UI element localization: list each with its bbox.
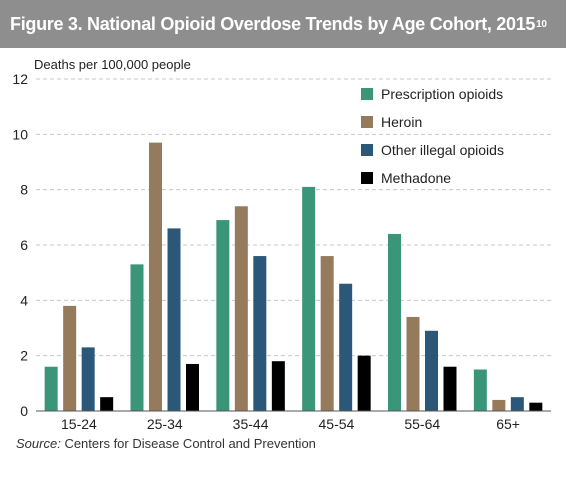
legend-swatch bbox=[361, 172, 373, 184]
source-label: Source: bbox=[16, 436, 61, 451]
legend-swatch bbox=[361, 144, 373, 156]
bar bbox=[81, 347, 95, 411]
bar bbox=[473, 369, 487, 411]
y-tick-label: 2 bbox=[20, 348, 28, 364]
bar bbox=[186, 363, 199, 411]
bar bbox=[425, 330, 438, 411]
figure-title: Figure 3. National Opioid Overdose Trend… bbox=[0, 0, 566, 48]
bar bbox=[167, 228, 181, 411]
y-tick-label: 6 bbox=[20, 237, 28, 253]
bar bbox=[234, 206, 248, 411]
bar bbox=[63, 305, 77, 411]
legend-label: Other illegal opioids bbox=[381, 142, 504, 158]
bar bbox=[216, 220, 230, 411]
figure-title-superscript: 10 bbox=[536, 18, 547, 30]
bar bbox=[443, 366, 457, 411]
legend-label: Prescription opioids bbox=[381, 86, 503, 102]
bar bbox=[357, 355, 371, 411]
legend-label: Methadone bbox=[381, 170, 451, 186]
bar bbox=[271, 361, 285, 411]
bar bbox=[44, 366, 58, 411]
legend-label: Heroin bbox=[381, 114, 422, 130]
x-tick-label: 25-34 bbox=[147, 416, 183, 432]
legend-swatch bbox=[361, 116, 373, 128]
bar bbox=[149, 142, 162, 411]
source-text: Centers for Disease Control and Preventi… bbox=[64, 436, 316, 451]
legend: Prescription opioids Heroin Other illegal … bbox=[361, 86, 504, 186]
grid-lines bbox=[36, 78, 551, 357]
bar bbox=[388, 233, 401, 411]
bars bbox=[44, 142, 543, 411]
x-tick-label: 15-24 bbox=[61, 416, 97, 432]
x-tick-label: 45-54 bbox=[319, 416, 355, 432]
figure-title-text: Figure 3. National Opioid Overdose Trend… bbox=[10, 13, 536, 34]
y-tick-label: 12 bbox=[12, 71, 28, 87]
x-tick-label: 55-64 bbox=[404, 416, 440, 432]
y-axis-title: Deaths per 100,000 people bbox=[34, 57, 191, 72]
bar bbox=[510, 397, 524, 411]
legend-swatch bbox=[361, 88, 373, 100]
y-tick-label: 0 bbox=[20, 403, 28, 419]
bar bbox=[529, 402, 543, 411]
x-tick-label: 65+ bbox=[496, 416, 520, 432]
x-tick-label: 35-44 bbox=[233, 416, 269, 432]
bar bbox=[302, 186, 316, 411]
source-note: Source: Centers for Disease Control and … bbox=[16, 436, 316, 451]
y-tick-label: 8 bbox=[20, 182, 28, 198]
y-tick-label: 10 bbox=[12, 126, 28, 142]
bar bbox=[339, 283, 353, 411]
bar bbox=[320, 256, 334, 411]
bar bbox=[253, 256, 267, 411]
bar bbox=[130, 264, 144, 411]
y-axis-tick-labels: 0 2 4 6 8 10 12 bbox=[12, 71, 28, 419]
bar bbox=[406, 316, 420, 411]
bar bbox=[492, 399, 506, 411]
bar bbox=[100, 397, 114, 411]
x-axis-tick-labels: 15-24 25-34 35-44 45-54 55-64 65+ bbox=[61, 416, 520, 432]
y-tick-label: 4 bbox=[20, 292, 28, 308]
